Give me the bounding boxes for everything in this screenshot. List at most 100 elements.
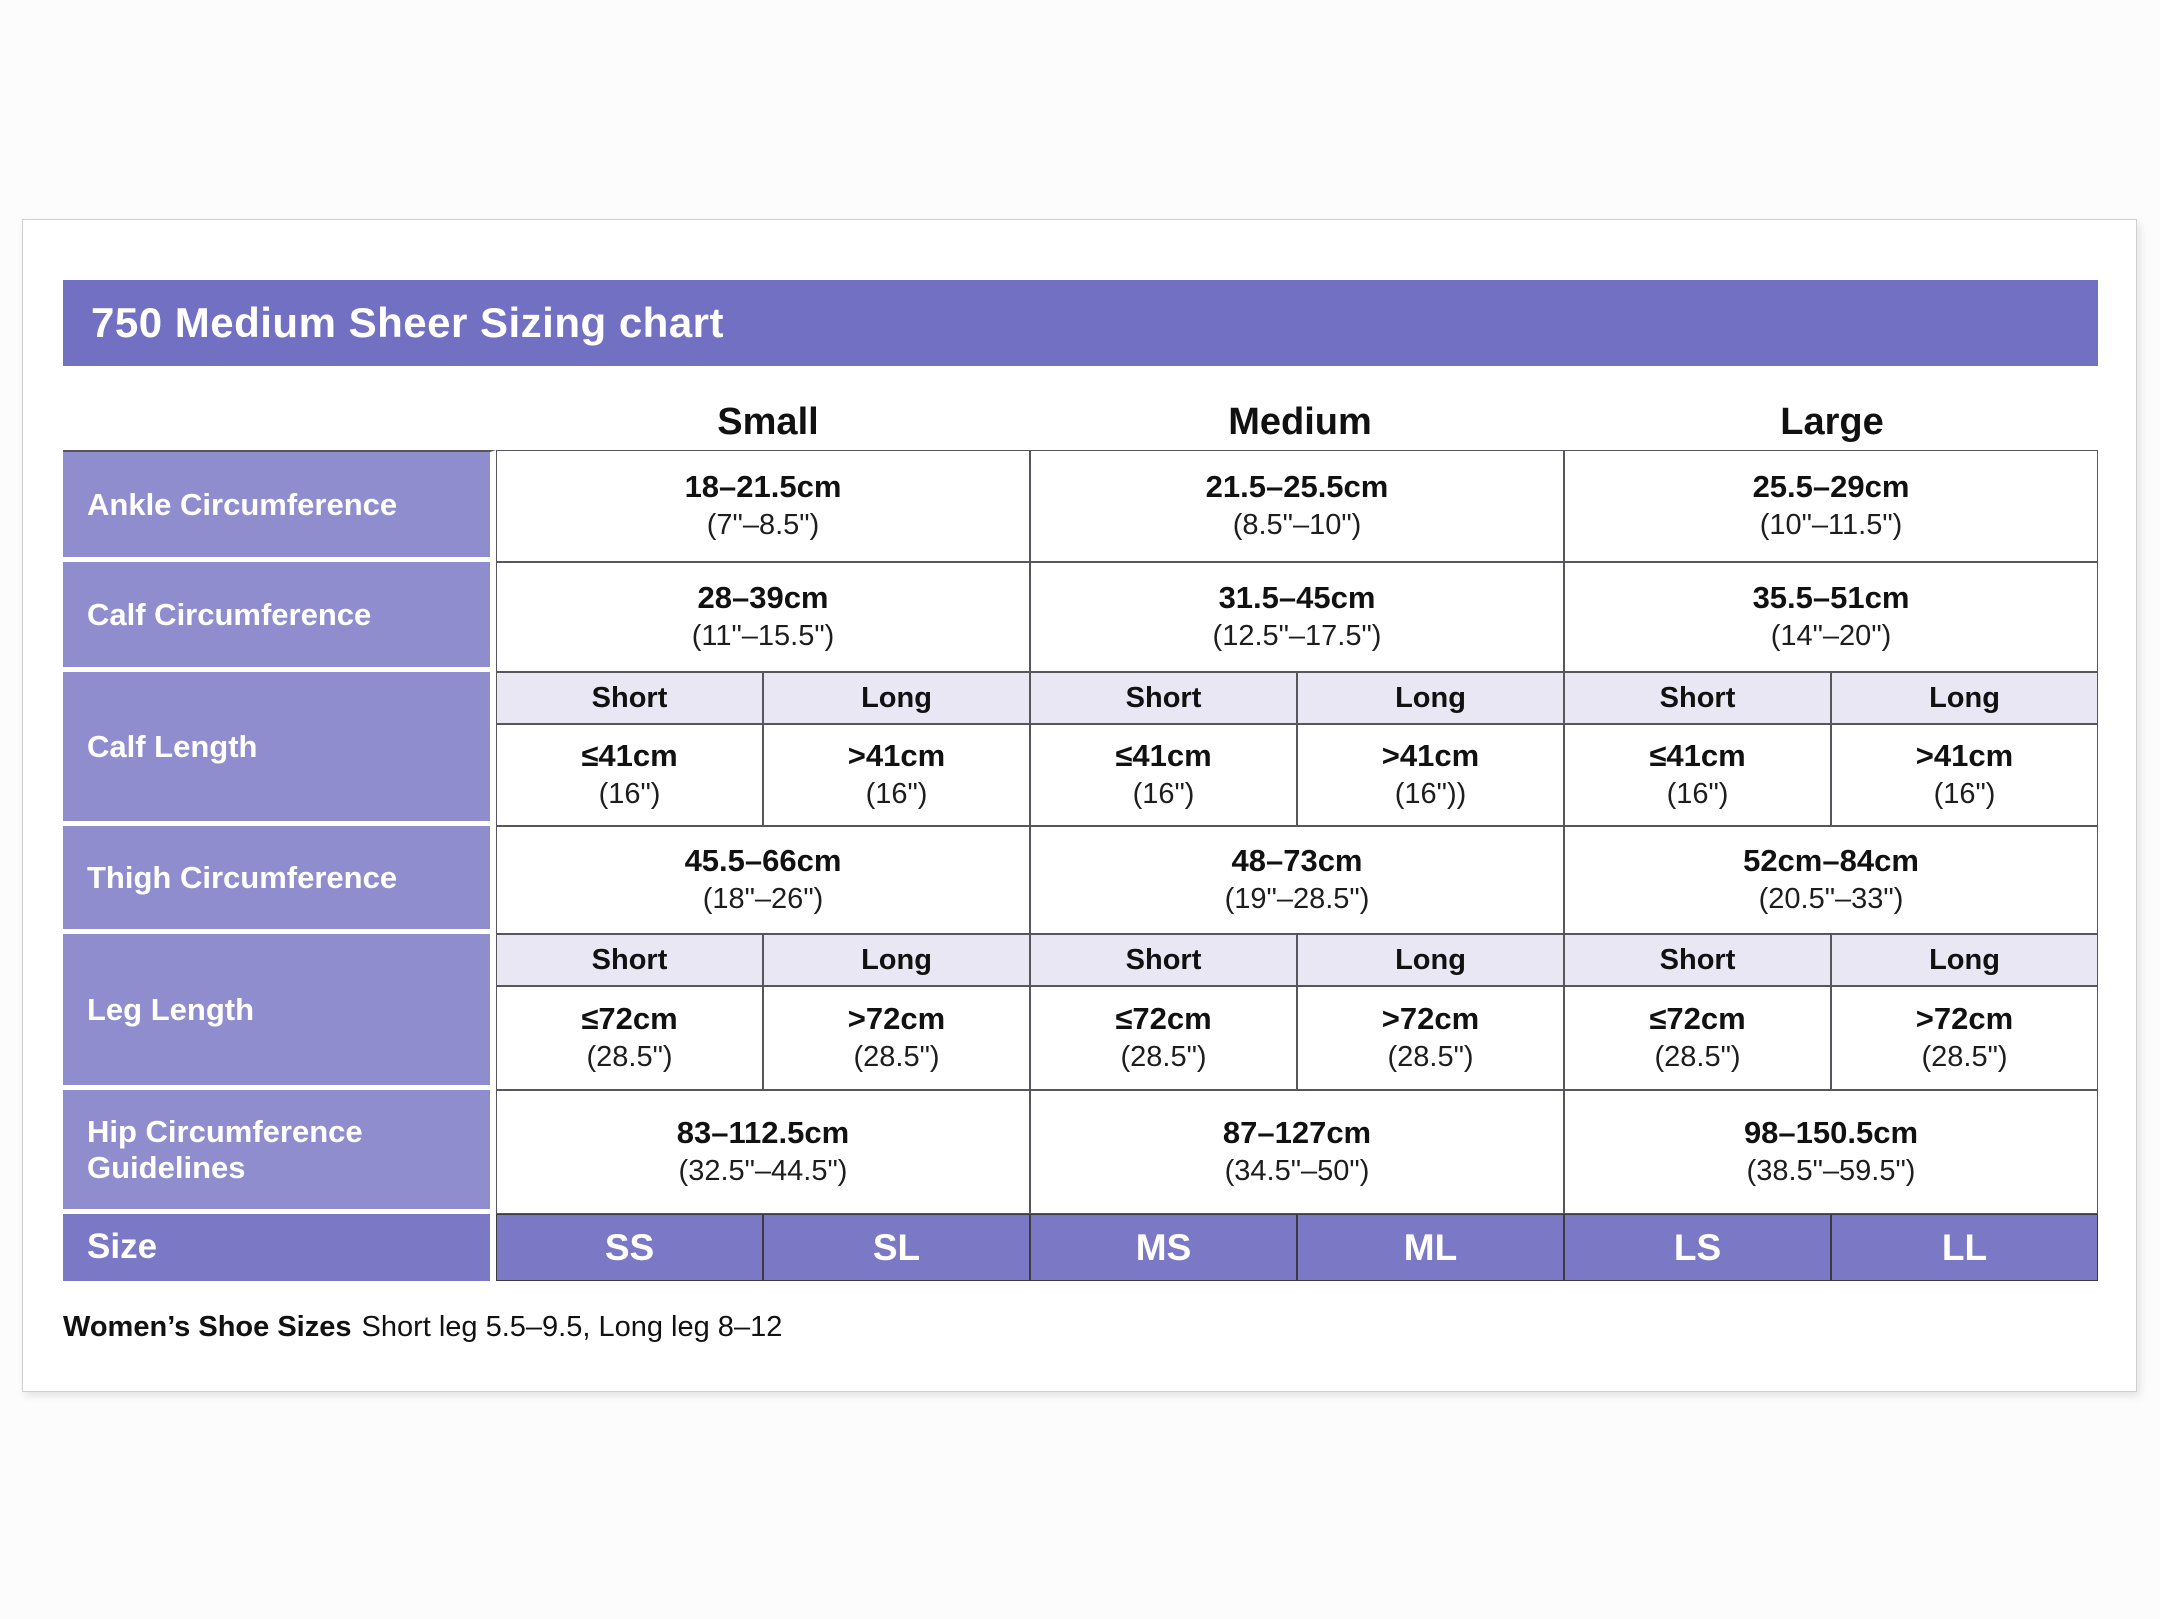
chart-title-bar: 750 Medium Sheer Sizing chart [63, 280, 2098, 366]
leg-length-subheader-row: Short Long Short Long Short Long [496, 934, 2098, 986]
value-inches: (28.5") [853, 1041, 940, 1074]
size-cell-ms: MS [1030, 1214, 1297, 1281]
row-ankle-circumference: Ankle Circumference 18–21.5cm (7"–8.5") … [63, 450, 2098, 562]
row-leg-length: Leg Length Short Long Short Long Short L… [63, 934, 2098, 1090]
value-inches: (11"–15.5") [691, 620, 835, 653]
size-cell-ml: ML [1297, 1214, 1564, 1281]
row-label-size: Size [63, 1214, 496, 1281]
column-group-large: Large [1780, 400, 1884, 443]
value-inches: (28.5") [1120, 1041, 1207, 1074]
value-inches: (7"–8.5") [706, 509, 820, 542]
value-cm: >72cm [1915, 1001, 2014, 1036]
value-cm: ≤72cm [581, 1001, 678, 1036]
row-label-calf-length: Calf Length [63, 672, 496, 826]
subheader-short: Short [496, 672, 763, 724]
value-cm: >72cm [847, 1001, 946, 1036]
value-inches: (16") [598, 778, 661, 811]
subheader-long: Long [763, 934, 1030, 986]
value-inches: (12.5"–17.5") [1212, 620, 1382, 653]
column-group-small: Small [717, 400, 819, 443]
value-cm: >41cm [1915, 738, 2014, 773]
value-cm: ≤41cm [581, 738, 678, 773]
footnote: Women’s Shoe Sizes Short leg 5.5–9.5, Lon… [63, 1311, 2098, 1344]
value-inches: (16") [865, 778, 928, 811]
column-group-medium: Medium [1228, 400, 1372, 443]
value-cm: 21.5–25.5cm [1205, 469, 1389, 504]
cell-thigh-medium: 48–73cm (19"–28.5") [1030, 826, 1564, 934]
value-cm: 87–127cm [1222, 1115, 1372, 1150]
value-inches: (16") [1933, 778, 1996, 811]
row-thigh-circumference: Thigh Circumference 45.5–66cm (18"–26") … [63, 826, 2098, 934]
value-cm: 98–150.5cm [1743, 1115, 1919, 1150]
column-group-header-row: Small Medium Large [63, 394, 2098, 450]
subheader-long: Long [763, 672, 1030, 724]
sizing-card: 750 Medium Sheer Sizing chart Small Medi… [22, 219, 2137, 1392]
cell-thigh-large: 52cm–84cm (20.5"–33") [1564, 826, 2098, 934]
row-size: Size SS SL MS ML LS LL [63, 1214, 2098, 1281]
subheader-long: Long [1297, 672, 1564, 724]
value-cm: 18–21.5cm [684, 469, 842, 504]
value-inches: (32.5"–44.5") [678, 1155, 848, 1188]
value-cm: >41cm [847, 738, 946, 773]
cell-calflength-ls: ≤41cm (16") [1564, 724, 1831, 826]
size-cell-ss: SS [496, 1214, 763, 1281]
cell-leglength-ms: ≤72cm (28.5") [1030, 986, 1297, 1090]
row-label-ankle-circumference: Ankle Circumference [63, 450, 496, 562]
row-label-thigh-circumference: Thigh Circumference [63, 826, 496, 934]
value-cm: 83–112.5cm [676, 1115, 850, 1150]
cell-leglength-ss: ≤72cm (28.5") [496, 986, 763, 1090]
cell-calflength-ml: >41cm (16")) [1297, 724, 1564, 826]
value-inches: (28.5") [1387, 1041, 1474, 1074]
size-cell-ls: LS [1564, 1214, 1831, 1281]
value-cm: 45.5–66cm [684, 843, 842, 878]
cell-leglength-sl: >72cm (28.5") [763, 986, 1030, 1090]
value-inches: (38.5"–59.5") [1746, 1155, 1916, 1188]
cell-ankle-small: 18–21.5cm (7"–8.5") [496, 450, 1030, 562]
cell-hip-large: 98–150.5cm (38.5"–59.5") [1564, 1090, 2098, 1214]
row-label-calf-circumference: Calf Circumference [63, 562, 496, 672]
row-calf-circumference: Calf Circumference 28–39cm (11"–15.5") 3… [63, 562, 2098, 672]
value-cm: 52cm–84cm [1743, 843, 1919, 878]
value-inches: (10"–11.5") [1759, 509, 1903, 542]
subheader-short: Short [1564, 672, 1831, 724]
value-cm: ≤72cm [1649, 1001, 1746, 1036]
subheader-short: Short [1030, 672, 1297, 724]
cell-calflength-ms: ≤41cm (16") [1030, 724, 1297, 826]
footnote-label: Women’s Shoe Sizes [63, 1311, 352, 1343]
cell-calflength-ss: ≤41cm (16") [496, 724, 763, 826]
subheader-long: Long [1831, 934, 2098, 986]
value-inches: (14"–20") [1770, 620, 1892, 653]
value-inches: (20.5"–33") [1758, 883, 1904, 916]
value-inches: (16") [1666, 778, 1729, 811]
subheader-long: Long [1297, 934, 1564, 986]
sizing-table: Ankle Circumference 18–21.5cm (7"–8.5") … [63, 450, 2098, 1281]
cell-ankle-large: 25.5–29cm (10"–11.5") [1564, 450, 2098, 562]
size-cell-ll: LL [1831, 1214, 2098, 1281]
cell-leglength-ml: >72cm (28.5") [1297, 986, 1564, 1090]
row-label-leg-length: Leg Length [63, 934, 496, 1090]
subheader-short: Short [1030, 934, 1297, 986]
subheader-short: Short [496, 934, 763, 986]
value-inches: (16")) [1394, 778, 1467, 811]
value-inches: (8.5"–10") [1232, 509, 1362, 542]
calf-length-subheader-row: Short Long Short Long Short Long [496, 672, 2098, 724]
value-cm: ≤72cm [1115, 1001, 1212, 1036]
cell-hip-small: 83–112.5cm (32.5"–44.5") [496, 1090, 1030, 1214]
cell-ankle-medium: 21.5–25.5cm (8.5"–10") [1030, 450, 1564, 562]
value-cm: >41cm [1381, 738, 1480, 773]
row-calf-length: Calf Length Short Long Short Long Short … [63, 672, 2098, 826]
value-inches: (34.5"–50") [1224, 1155, 1370, 1188]
cell-leglength-ls: ≤72cm (28.5") [1564, 986, 1831, 1090]
cell-calfcirc-large: 35.5–51cm (14"–20") [1564, 562, 2098, 672]
value-cm: 31.5–45cm [1218, 580, 1376, 615]
value-inches: (18"–26") [702, 883, 824, 916]
value-cm: >72cm [1381, 1001, 1480, 1036]
size-cell-sl: SL [763, 1214, 1030, 1281]
value-cm: 35.5–51cm [1752, 580, 1910, 615]
cell-calfcirc-small: 28–39cm (11"–15.5") [496, 562, 1030, 672]
value-cm: 48–73cm [1231, 843, 1363, 878]
value-inches: (28.5") [1654, 1041, 1741, 1074]
chart-title: 750 Medium Sheer Sizing chart [91, 299, 725, 346]
value-inches: (28.5") [1921, 1041, 2008, 1074]
value-cm: ≤41cm [1115, 738, 1212, 773]
